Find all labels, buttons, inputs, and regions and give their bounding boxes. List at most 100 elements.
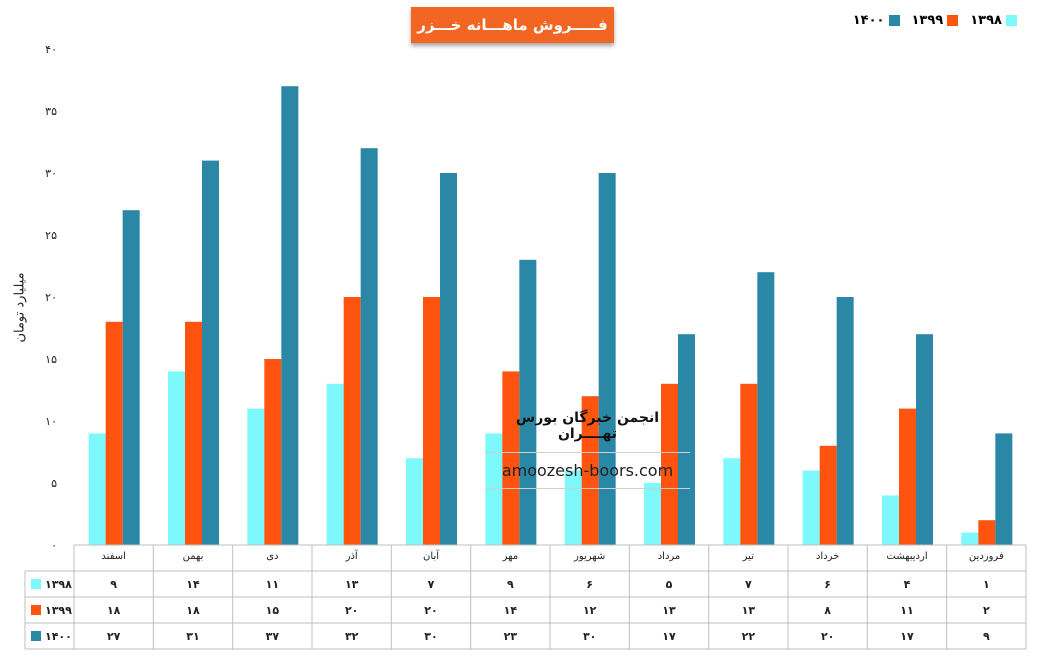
table-series-name: ۱۴۰۰ <box>45 630 72 643</box>
table-cell-value: ۱۸ <box>107 604 121 617</box>
table-legend-swatch <box>31 579 41 589</box>
bar-1398-8 <box>406 458 423 545</box>
table-cell-value: ۸ <box>824 604 831 617</box>
table-cell-value: ۲۰ <box>345 604 358 617</box>
category-label: بهمن <box>183 551 204 562</box>
bar-1398-6 <box>564 470 582 545</box>
table-legend-swatch <box>31 605 41 615</box>
category-label: آذر <box>345 549 359 562</box>
table-cell-value: ۱۵ <box>266 604 280 617</box>
bar-1400-7 <box>519 259 537 545</box>
table-cell-value: ۱۷ <box>900 630 914 643</box>
bar-1400-1 <box>995 433 1013 545</box>
legend: ۱۳۹۸ ۱۳۹۹ ۱۴۰۰ <box>853 13 1017 28</box>
category-label: خرداد <box>816 551 839 562</box>
table-cell-value: ۲۰ <box>821 630 834 643</box>
y-tick-label: ۳۰ <box>45 167 57 180</box>
y-tick-label: ۲۰ <box>45 291 57 304</box>
table-cell-value: ۳۷ <box>266 630 280 643</box>
category-label: اسفند <box>101 551 125 562</box>
table-cell-value: ۱۴ <box>504 604 518 617</box>
category-label: آبان <box>423 549 440 562</box>
bar-1398-5 <box>644 483 661 545</box>
table-series-name: ۱۳۹۹ <box>45 604 72 617</box>
legend-swatch-1398 <box>1006 15 1017 26</box>
bar-1398-3 <box>802 470 820 545</box>
category-label: مهر <box>502 551 518 562</box>
category-label: اردیبهشت <box>886 551 927 562</box>
bar-1400-12 <box>122 210 140 545</box>
legend-label-1399: ۱۳۹۹ <box>911 13 944 28</box>
table-cell-value: ۳۰ <box>583 630 596 643</box>
y-tick-label: ۵ <box>51 477 57 490</box>
bar-1398-10 <box>247 408 265 545</box>
table-cell-value: ۲۳ <box>504 630 518 643</box>
bar-1398-7 <box>485 433 503 545</box>
bar-1399-3 <box>819 445 837 545</box>
legend-label-1398: ۱۳۹۸ <box>970 13 1002 28</box>
bar-1398-1 <box>961 532 979 545</box>
y-tick-label: ۰ <box>51 539 57 552</box>
bar-1400-6 <box>598 173 616 545</box>
bar-1398-12 <box>88 433 106 545</box>
table-cell-value: ۳۲ <box>345 630 359 643</box>
table-cell-value: ۴ <box>904 578 911 591</box>
table-cell-value: ۷ <box>428 578 435 591</box>
table-cell-value: ۲۰ <box>424 604 437 617</box>
legend-item-1399: ۱۳۹۹ <box>912 13 959 28</box>
bar-1400-5 <box>678 334 695 545</box>
legend-swatch-1399 <box>947 15 959 26</box>
table-cell-value: ۱۲ <box>583 604 597 617</box>
table-cell-value: ۹ <box>110 578 117 591</box>
table-cell-value: ۱۱ <box>900 604 913 617</box>
bar-1398-9 <box>326 383 344 545</box>
table-cell-value: ۷ <box>745 578 752 591</box>
table-cell-value: ۳۰ <box>424 630 437 643</box>
y-tick-label: ۱۵ <box>45 353 57 366</box>
bar-1400-3 <box>836 297 854 545</box>
table-cell-value: ۶ <box>586 578 593 591</box>
table-cell-value: ۱۳ <box>662 604 676 617</box>
table-cell-value: ۱۸ <box>186 604 200 617</box>
legend-item-1400: ۱۴۰۰ <box>853 13 900 28</box>
y-tick-label: ۳۵ <box>45 105 57 118</box>
table-cell-value: ۲ <box>983 604 990 617</box>
bar-1398-2 <box>882 495 899 545</box>
y-tick-label: ۴۰ <box>45 43 57 56</box>
bar-1400-8 <box>440 173 457 545</box>
watermark-title: انجمن خبرگان بورس تهــــران <box>485 410 690 453</box>
bar-1398-4 <box>723 458 741 545</box>
category-label: شهریور <box>573 551 605 562</box>
table-cell-value: ۲۷ <box>107 630 121 643</box>
bar-1400-9 <box>360 148 378 545</box>
table-series-name: ۱۳۹۸ <box>45 578 72 591</box>
bar-1399-4 <box>740 383 758 545</box>
bar-1399-1 <box>978 520 996 545</box>
bar-1398-11 <box>168 371 185 545</box>
legend-item-1398: ۱۳۹۸ <box>970 13 1017 28</box>
bar-1399-12 <box>105 321 123 545</box>
table-cell-value: ۱۱ <box>266 578 279 591</box>
table-cell-value: ۹ <box>983 630 990 643</box>
table-cell-value: ۱۴ <box>186 578 200 591</box>
table-cell-value: ۶ <box>824 578 831 591</box>
table-cell-value: ۱۷ <box>662 630 676 643</box>
category-label: مرداد <box>658 551 681 562</box>
bar-1400-2 <box>916 334 933 545</box>
table-cell-value: ۵ <box>666 578 673 591</box>
bar-1399-10 <box>264 359 282 545</box>
bar-1399-2 <box>899 408 916 545</box>
category-label: تیر <box>742 551 755 562</box>
bar-1399-7 <box>502 371 520 545</box>
bar-1400-11 <box>202 160 219 545</box>
y-tick-label: ۲۵ <box>45 229 57 242</box>
legend-swatch-1400 <box>888 15 900 26</box>
bar-1399-11 <box>185 321 202 545</box>
chart-title: فـــــروش ماهـــانه خـــزر <box>411 7 614 43</box>
table-cell-value: ۳۱ <box>186 630 199 643</box>
y-tick-label: ۱۰ <box>45 415 57 428</box>
table-cell-value: ۱۳ <box>742 604 756 617</box>
bar-1400-10 <box>281 86 299 545</box>
